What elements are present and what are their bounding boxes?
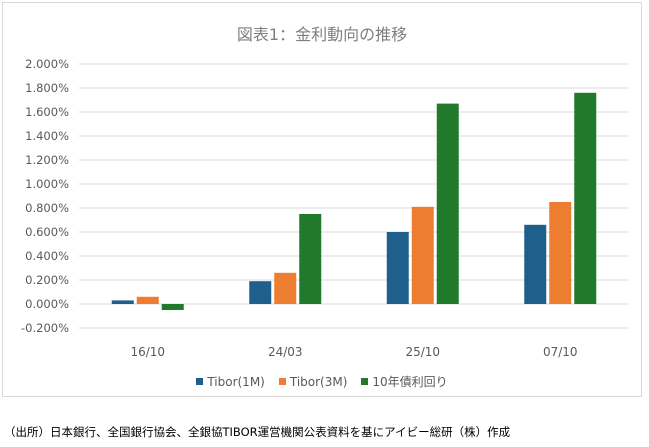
bar bbox=[161, 304, 184, 310]
y-tick-label: 0.600% bbox=[25, 225, 69, 239]
legend-label: 10年債利回り bbox=[372, 375, 448, 389]
bar bbox=[524, 224, 547, 304]
y-tick-label: 0.200% bbox=[25, 273, 69, 287]
x-tick-label: 25/10 bbox=[405, 345, 440, 359]
x-tick-label: 07/10 bbox=[543, 345, 578, 359]
legend-item: Tibor(1M) bbox=[196, 373, 265, 390]
chart-title: 図表1：金利動向の推移 bbox=[236, 25, 408, 44]
y-tick-label: 1.200% bbox=[25, 153, 69, 167]
legend-swatch bbox=[361, 378, 369, 385]
legend-item: Tibor(3M) bbox=[278, 373, 348, 390]
bar bbox=[411, 206, 434, 304]
x-tick-label: 24/03 bbox=[268, 345, 303, 359]
bar bbox=[574, 92, 597, 304]
bar bbox=[249, 281, 272, 304]
y-tick-label: 1.600% bbox=[25, 105, 69, 119]
y-tick-label: 1.400% bbox=[25, 129, 69, 143]
bar bbox=[549, 202, 572, 304]
bar bbox=[136, 296, 159, 304]
bar bbox=[436, 103, 459, 304]
source-note: （出所）日本銀行、全国銀行協会、全銀協TIBOR運営機関公表資料を基にアイビー総… bbox=[4, 425, 511, 439]
y-tick-label: 0.400% bbox=[25, 249, 69, 263]
bar bbox=[274, 272, 297, 304]
y-tick-label: 1.000% bbox=[25, 177, 69, 191]
y-tick-label: 0.800% bbox=[25, 201, 69, 215]
y-tick-label: -0.200% bbox=[21, 321, 69, 335]
y-tick-label: 1.800% bbox=[25, 81, 69, 95]
bar bbox=[111, 300, 134, 304]
legend-swatch bbox=[278, 378, 286, 385]
bar bbox=[386, 232, 409, 304]
legend-item: 10年債利回り bbox=[361, 373, 448, 390]
bar bbox=[299, 214, 322, 304]
bar-chart-plot: -0.200% 0.000% 0.200% 0.400% 0.600% 0.800% 1.0… bbox=[21, 57, 629, 359]
legend-label: Tibor(3M) bbox=[289, 374, 348, 389]
chart-frame: 図表1：金利動向の推移 -0.200% 0.000% 0.200% 0.400% 0.6… bbox=[2, 2, 642, 397]
legend-swatch bbox=[196, 378, 204, 385]
chart-legend: Tibor(1M) Tibor(3M) 10年債利回り bbox=[3, 373, 641, 390]
y-tick-label: 0.000% bbox=[25, 297, 69, 311]
y-tick-label: 2.000% bbox=[25, 57, 69, 71]
x-tick-label: 16/10 bbox=[130, 345, 165, 359]
legend-label: Tibor(1M) bbox=[207, 374, 265, 389]
